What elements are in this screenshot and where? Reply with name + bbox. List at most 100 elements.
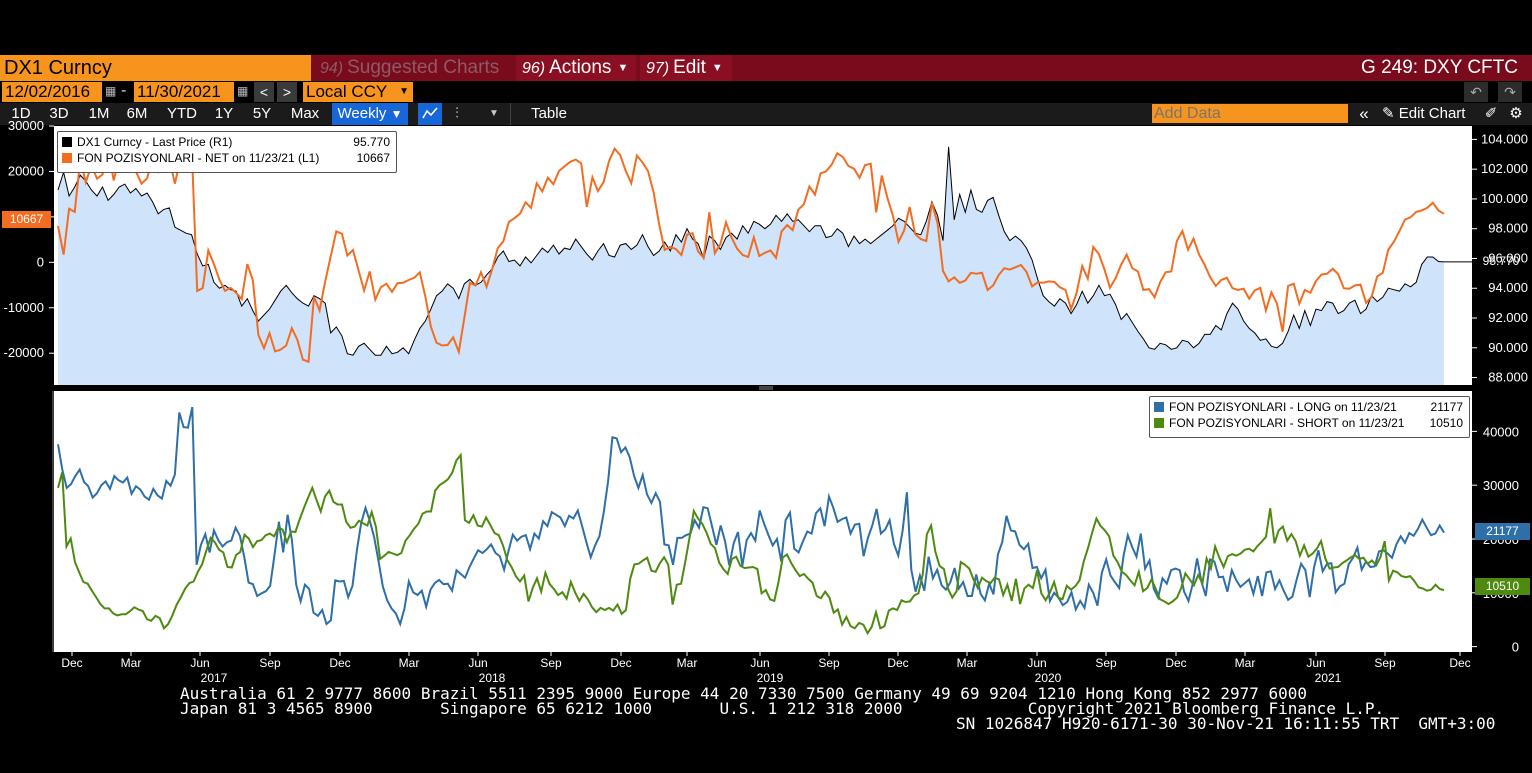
- x-axis-month-label: Jun: [468, 656, 487, 670]
- suggested-charts-menu[interactable]: 94) Suggested Charts: [320, 57, 500, 78]
- calendar-icon[interactable]: ▦: [237, 84, 249, 98]
- right-axis-tick-label: 98.000: [1488, 221, 1528, 236]
- period-1y-button[interactable]: 1Y: [214, 105, 234, 122]
- period-max-button[interactable]: Max: [290, 105, 320, 122]
- long-line: [57, 406, 1445, 628]
- left-axis-tick-label: 0: [37, 254, 44, 269]
- x-axis-month-label: Dec: [610, 656, 631, 670]
- right-axis-tick-label: 94.000: [1488, 280, 1528, 295]
- short-line: [57, 452, 1445, 636]
- price-line: [57, 146, 1445, 356]
- period-5y-button[interactable]: 5Y: [252, 105, 272, 122]
- chevron-down-icon: ▼: [399, 86, 409, 97]
- footer-session-line: SN 1026847 H920-6171-30 30-Nov-21 16:11:…: [956, 714, 1496, 733]
- panel-divider[interactable]: [0, 385, 1532, 391]
- legend-swatch: [62, 137, 72, 147]
- chevron-right-icon[interactable]: >: [277, 82, 297, 102]
- x-axis-month-label: Jun: [1027, 656, 1046, 670]
- x-axis-month-label: Mar: [399, 656, 420, 670]
- left-axis-tick-label: 30000: [8, 118, 44, 133]
- x-axis-month-label: Mar: [677, 656, 698, 670]
- end-date-input[interactable]: 11/30/2021: [134, 82, 234, 102]
- x-axis-year-label: 2017: [201, 671, 228, 685]
- chevron-down-icon: ▼: [617, 62, 629, 74]
- start-date-input[interactable]: 12/02/2016: [2, 82, 102, 102]
- x-axis-month-label: Sep: [1095, 656, 1117, 670]
- currency-select[interactable]: Local CCY ▼: [303, 82, 413, 102]
- x-axis-year-label: 2021: [1315, 671, 1342, 685]
- x-axis-month-label: Sep: [818, 656, 840, 670]
- footer: Australia 61 2 9777 8600 Brazil 5511 239…: [180, 686, 1496, 733]
- left-axis-tick-label: 20000: [8, 163, 44, 178]
- line-chart-icon[interactable]: [418, 103, 442, 125]
- bottom-legend: FON POZISYONLARI - LONG on 11/23/21 21177…: [1149, 396, 1470, 438]
- graph-title: G 249: DXY CFTC: [1361, 57, 1518, 78]
- x-axis-month-label: Jun: [1306, 656, 1325, 670]
- actions-menu[interactable]: 96) Actions ▼: [516, 55, 636, 81]
- right-axis-tick-label: 30000: [1483, 478, 1519, 493]
- pencil-icon: ✎: [1382, 105, 1395, 122]
- right-axis-tick-label: 90.000: [1488, 340, 1528, 355]
- period-1m-button[interactable]: 1M: [88, 105, 110, 122]
- period-1d-button[interactable]: 1D: [11, 105, 31, 122]
- right-axis-tick-label: 102.000: [1481, 161, 1528, 176]
- period-6m-button[interactable]: 6M: [126, 105, 148, 122]
- chevron-down-icon: ▼: [711, 62, 723, 74]
- chevron-left-icon[interactable]: <: [254, 82, 274, 102]
- price-last-value-label: 95.770: [1482, 254, 1520, 268]
- x-axis-year-label: 2020: [1035, 671, 1062, 685]
- right-axis-tick-label: 88.000: [1488, 370, 1528, 385]
- x-axis-month-label: Dec: [61, 656, 82, 670]
- frequency-select[interactable]: Weekly ▼: [332, 103, 408, 125]
- collapse-icon[interactable]: «: [1359, 104, 1369, 123]
- table-button[interactable]: Table: [510, 103, 587, 125]
- candlestick-icon[interactable]: ⫶: [455, 105, 459, 122]
- x-axis-month-label: Sep: [1374, 656, 1396, 670]
- x-axis-month-label: Dec: [1449, 656, 1470, 670]
- chevron-down-icon[interactable]: ▼: [489, 108, 499, 119]
- x-axis-month-label: Jun: [750, 656, 769, 670]
- add-data-input[interactable]: [1152, 104, 1348, 123]
- x-axis-month-label: Dec: [887, 656, 908, 670]
- undo-icon[interactable]: ↶: [1464, 82, 1488, 102]
- period-ytd-button[interactable]: YTD: [167, 105, 197, 122]
- chevron-down-icon: ▼: [390, 107, 403, 121]
- x-axis-month-label: Mar: [1235, 656, 1256, 670]
- calendar-icon[interactable]: ▦: [105, 84, 117, 98]
- long-last-value-tag: 21177: [1475, 523, 1530, 540]
- right-axis-tick-label: 92.000: [1488, 310, 1528, 325]
- x-axis-month-label: Sep: [259, 656, 281, 670]
- right-axis-tick-label: 0: [1512, 640, 1519, 655]
- edit-series-icon[interactable]: ✐: [1484, 105, 1498, 122]
- x-axis-month-label: Dec: [329, 656, 350, 670]
- net-line: [57, 145, 1445, 364]
- x-axis-month-label: Mar: [121, 656, 142, 670]
- redo-icon[interactable]: ↷: [1498, 82, 1522, 102]
- short-last-value-tag: 10510: [1475, 578, 1530, 595]
- right-axis-tick-label: 100.000: [1481, 191, 1528, 206]
- x-axis-month-label: Dec: [1165, 656, 1186, 670]
- right-axis-tick-label: 40000: [1483, 424, 1519, 439]
- legend-swatch: [1154, 402, 1164, 412]
- footer-phones-line-2: Japan 81 3 4565 8900 Singapore 65 6212 1…: [180, 699, 1385, 718]
- left-axis-tick-label: -20000: [4, 345, 44, 360]
- x-axis-month-label: Jun: [190, 656, 209, 670]
- period-3d-button[interactable]: 3D: [49, 105, 69, 122]
- edit-menu[interactable]: 97) Edit ▼: [640, 55, 732, 81]
- legend-item-net[interactable]: FON POZISYONLARI - NET on 11/23/21 (L1) 1…: [58, 150, 396, 166]
- legend-swatch: [62, 153, 72, 163]
- legend-swatch: [1154, 418, 1164, 428]
- right-axis-tick-label: 96.000: [1488, 250, 1528, 265]
- top-legend: DX1 Curncy - Last Price (R1) 95.770 FON P…: [57, 131, 397, 173]
- x-axis-year-label: 2018: [479, 671, 506, 685]
- net-last-value-tag: 10667: [2, 211, 51, 228]
- security-field[interactable]: DX1 Curncy: [0, 55, 311, 81]
- left-axis-tick-label: -10000: [4, 300, 44, 315]
- gear-icon[interactable]: ⚙: [1509, 105, 1523, 122]
- legend-item-short[interactable]: FON POZISYONLARI - SHORT on 11/23/21 1051…: [1150, 415, 1469, 431]
- legend-item-long[interactable]: FON POZISYONLARI - LONG on 11/23/21 21177: [1150, 399, 1469, 415]
- legend-item-price[interactable]: DX1 Curncy - Last Price (R1) 95.770: [58, 134, 396, 150]
- date-separator: -: [121, 82, 127, 99]
- edit-chart-button[interactable]: ✎ Edit Chart: [1382, 105, 1466, 122]
